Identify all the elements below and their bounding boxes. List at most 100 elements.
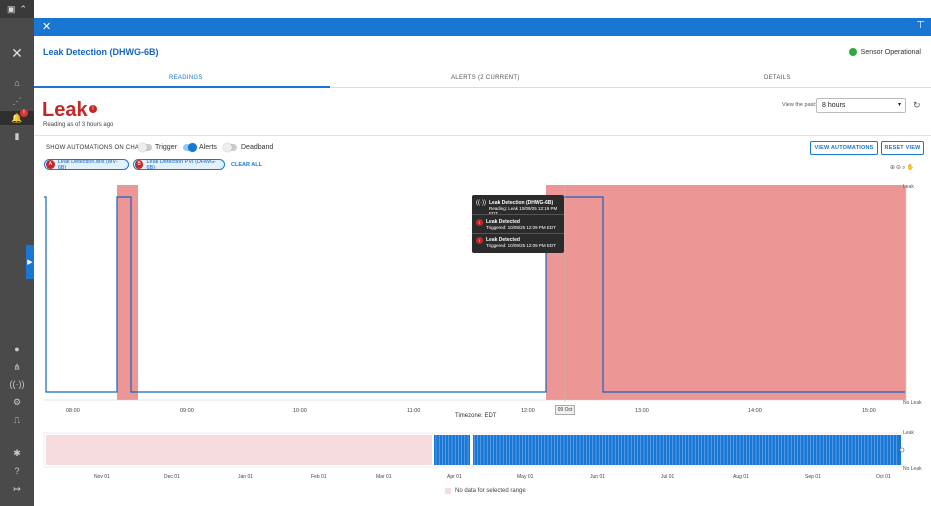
navigator-bars (434, 435, 901, 465)
alerts-icon[interactable]: 🔔! (0, 109, 34, 125)
divider (34, 135, 931, 136)
tooltip-subtitle: Reading: Leak 10/09/25 12:19 PM EDT (489, 206, 558, 216)
close-icon[interactable]: ✕ (42, 21, 52, 33)
cursor-date-label: 09 Oct (555, 405, 575, 415)
x-tick: 11:00 (407, 408, 420, 414)
logo-icon[interactable]: ✕ (11, 44, 23, 61)
clear-all-link[interactable]: CLEAR ALL (231, 162, 262, 168)
timezone-label: Timezone: EDT (455, 413, 497, 419)
deadband-toggle[interactable] (223, 143, 237, 152)
navigator-legend: No data for selected range (445, 488, 526, 494)
tab-bar: READINGS ALERTS (2 CURRENT) DETAILS (34, 72, 931, 88)
tab-readings[interactable]: READINGS (169, 75, 203, 81)
chevron-right-icon: ▶ (27, 259, 33, 266)
tooltip-alert-title: Leak Detected (486, 219, 520, 225)
x-tick: 12:00 (521, 408, 535, 414)
info-icon[interactable]: ! (89, 105, 97, 113)
refresh-icon[interactable]: ↻ (913, 100, 921, 110)
reading-value: Leak (42, 99, 88, 121)
deadband-label: Deadband (241, 144, 274, 151)
view-automations-button[interactable]: VIEW AUTOMATIONS (810, 141, 878, 155)
magnify-icon[interactable]: ⌕ (902, 165, 907, 171)
nav-x-tick: Dec 01 (164, 474, 180, 480)
nav-x-tick: May 01 (517, 474, 534, 480)
chart-icon[interactable]: ▮ (14, 130, 20, 141)
reading-timestamp: Reading as of 3 hours ago (43, 122, 114, 128)
network-icon[interactable]: ⋔ (13, 361, 21, 372)
activity-fill (434, 435, 901, 465)
chip-badge: A (46, 160, 55, 169)
tab-details[interactable]: DETAILS (764, 75, 791, 81)
series-chip-b[interactable]: B Leak Detection PVI (DHWG-6B) (133, 158, 225, 171)
nav-x-tick: Aug 01 (733, 474, 749, 480)
nav-x-tick: Nov 01 (94, 474, 110, 480)
no-data-label: No data for selected range (455, 488, 526, 494)
navigator-handle[interactable] (899, 447, 905, 453)
nav-x-tick: Jul 01 (661, 474, 675, 480)
x-tick: 10:00 (293, 408, 307, 414)
chip-label: Leak Detection PVI (DHWG-6B) (146, 158, 217, 171)
tooltip-alert-detail: Triggered: 10/09/25 12:09 PM EDT (486, 225, 556, 230)
y-label-no-leak: No Leak (903, 400, 922, 406)
zoom-tools[interactable]: ⊕⊖⌕✋ (890, 164, 915, 172)
reset-view-button[interactable]: RESET VIEW (881, 141, 924, 155)
alert-count-badge: ! (20, 109, 28, 117)
range-select[interactable]: 8 hours ▾ (816, 98, 906, 113)
app-switch-icon[interactable]: ▣ (6, 3, 16, 14)
pin-icon[interactable]: ⊤ (916, 20, 925, 31)
hierarchy-icon[interactable]: ⋰ (12, 95, 22, 106)
nav-x-tick: Feb 01 (311, 474, 327, 480)
sensor-status: Sensor Operational (848, 48, 921, 56)
rail-header[interactable]: ▣ ⌃ (0, 0, 34, 18)
y-label-leak: Leak (903, 184, 914, 190)
automations-label: SHOW AUTOMATIONS ON CHART (46, 145, 148, 151)
nav-x-tick: Oct 01 (876, 474, 891, 480)
tools-icon[interactable]: ⎍ (13, 414, 21, 425)
range-selected: 8 hours (822, 102, 846, 109)
chart-tooltip: ((·)) Leak Detection (DHWG-6B) Reading: … (472, 195, 564, 253)
chip-label: Leak Detection.Mix (MV-6B) (57, 158, 118, 171)
no-data-region (46, 435, 432, 465)
settings-icon[interactable]: ✱ (13, 447, 21, 458)
tab-alerts[interactable]: ALERTS (2 CURRENT) (451, 75, 520, 81)
x-tick: 09:00 (180, 408, 194, 414)
alert-icon: ! (476, 219, 483, 226)
tooltip-title: Leak Detection (DHWG-6B) (489, 200, 554, 206)
chevron-updown-icon[interactable]: ⌃ (19, 3, 28, 14)
nav-x-tick: Jan 01 (238, 474, 253, 480)
zoom-in-icon[interactable]: ⊕ (890, 165, 897, 171)
pan-icon[interactable]: ✋ (906, 165, 915, 171)
x-tick: 08:00 (66, 408, 80, 414)
chip-badge: B (135, 160, 144, 169)
no-data-swatch (445, 488, 451, 494)
range-label: View the past: (782, 102, 817, 108)
x-tick: 15:00 (862, 408, 876, 414)
trigger-toggle[interactable] (138, 143, 152, 152)
nav-y-label-no-leak: No Leak (903, 466, 922, 472)
panel-collapse-tab[interactable]: ▶ (26, 245, 34, 279)
integrations-icon[interactable]: ⚙ (12, 396, 22, 407)
active-tab-indicator (34, 86, 330, 88)
nav-x-tick: Sep 01 (805, 474, 821, 480)
x-tick: 14:00 (748, 408, 762, 414)
alerts-toggle[interactable] (183, 143, 197, 152)
status-dot-icon (848, 48, 857, 56)
panel-topbar: ✕ ⊤ (34, 18, 931, 36)
location-icon[interactable]: ● (14, 344, 20, 354)
zoom-out-icon[interactable]: ⊖ (896, 165, 903, 171)
panel-title: Leak Detection (DHWG-6B) (43, 47, 159, 57)
help-icon[interactable]: ? (14, 466, 20, 476)
series-chip-a[interactable]: A Leak Detection.Mix (MV-6B) (44, 158, 129, 171)
tooltip-alert-detail: Triggered: 10/09/25 12:09 PM EDT (486, 243, 556, 248)
activity-gap (470, 435, 473, 465)
alert-region (546, 185, 906, 400)
logout-icon[interactable]: ↦ (13, 483, 21, 494)
nav-x-tick: Mar 01 (376, 474, 392, 480)
signal-icon[interactable]: ((·)) (9, 379, 25, 389)
home-icon[interactable]: ⌂ (14, 78, 20, 88)
alert-region (117, 185, 138, 400)
nav-y-label-leak: Leak (903, 430, 914, 436)
nav-x-tick: Apr 01 (447, 474, 462, 480)
